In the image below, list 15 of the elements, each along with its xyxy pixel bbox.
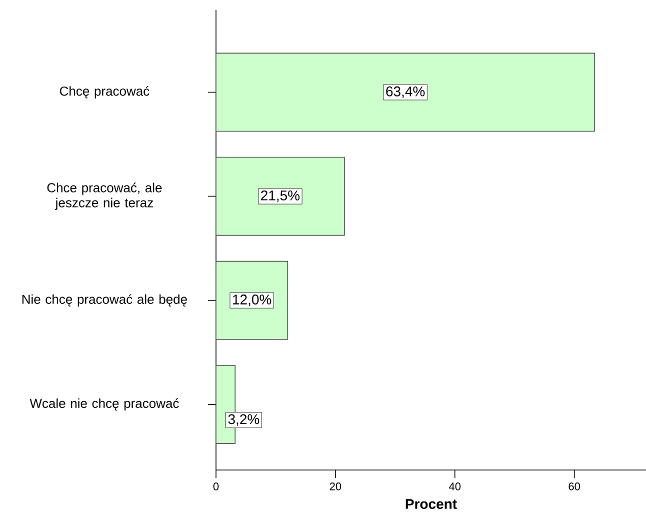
x-tick-label: 20 bbox=[330, 482, 342, 490]
data-label: 12,0% bbox=[233, 294, 272, 306]
y-tick-label: Nie chcę pracować ale będę bbox=[22, 294, 187, 306]
data-label: 3,2% bbox=[228, 414, 260, 426]
y-tick-label: Chce pracować, ale jeszcze nie teraz bbox=[47, 182, 162, 210]
bar bbox=[216, 156, 345, 236]
y-tick-label: Wcale nie chcę pracować bbox=[30, 398, 179, 411]
x-tick-label: 40 bbox=[449, 482, 461, 490]
data-label: 21,5% bbox=[261, 190, 300, 202]
x-axis-title: Procent bbox=[406, 499, 457, 509]
x-tick-label: 60 bbox=[568, 482, 580, 490]
y-tick-label: Chcę pracować bbox=[60, 86, 150, 98]
x-tick-label: 0 bbox=[213, 482, 219, 490]
bar bbox=[216, 52, 596, 132]
data-label: 63,4% bbox=[386, 86, 425, 98]
